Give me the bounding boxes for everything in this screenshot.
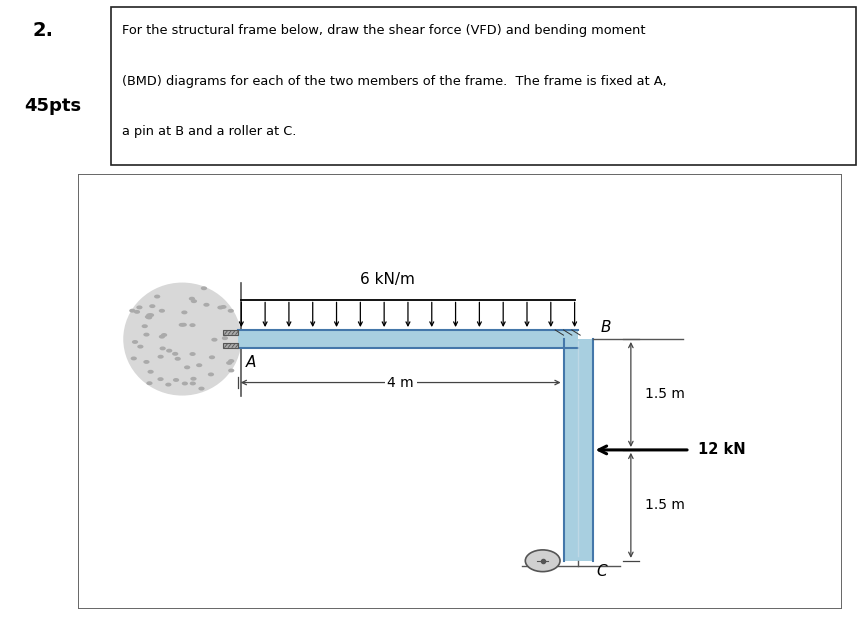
- Circle shape: [157, 355, 164, 359]
- Circle shape: [181, 310, 187, 314]
- Text: 1.5 m: 1.5 m: [645, 388, 685, 402]
- Circle shape: [154, 294, 161, 299]
- Circle shape: [217, 306, 224, 309]
- Circle shape: [159, 335, 165, 338]
- Circle shape: [196, 363, 202, 367]
- Circle shape: [184, 365, 190, 369]
- Bar: [222, 330, 238, 335]
- Text: For the structural frame below, draw the shear force (VFD) and bending moment: For the structural frame below, draw the…: [122, 24, 645, 37]
- Bar: [111, 7, 856, 165]
- Bar: [238, 330, 578, 348]
- Bar: [222, 343, 238, 348]
- Circle shape: [220, 305, 227, 309]
- Circle shape: [190, 377, 197, 381]
- Circle shape: [228, 368, 234, 373]
- Circle shape: [165, 383, 172, 386]
- Circle shape: [146, 315, 152, 319]
- Circle shape: [189, 323, 195, 327]
- Text: 4 m: 4 m: [387, 376, 414, 389]
- Circle shape: [132, 340, 138, 344]
- Ellipse shape: [123, 283, 241, 396]
- Text: 12 kN: 12 kN: [698, 442, 746, 458]
- Circle shape: [157, 377, 164, 381]
- Circle shape: [201, 286, 207, 290]
- Text: (BMD) diagrams for each of the two members of the frame.  The frame is fixed at : (BMD) diagrams for each of the two membe…: [122, 75, 666, 88]
- Circle shape: [181, 381, 188, 386]
- Text: a pin at B and a roller at C.: a pin at B and a roller at C.: [122, 125, 296, 138]
- Circle shape: [149, 304, 155, 308]
- Circle shape: [227, 309, 233, 313]
- Circle shape: [211, 338, 218, 342]
- Circle shape: [129, 309, 135, 312]
- Circle shape: [148, 313, 155, 317]
- Circle shape: [173, 378, 179, 382]
- Text: 1.5 m: 1.5 m: [645, 498, 685, 512]
- Circle shape: [525, 550, 560, 571]
- Circle shape: [209, 355, 215, 360]
- Circle shape: [136, 306, 142, 309]
- Circle shape: [134, 310, 140, 314]
- Circle shape: [143, 360, 149, 364]
- Circle shape: [172, 352, 178, 356]
- Circle shape: [199, 387, 205, 391]
- Text: 6 kN/m: 6 kN/m: [359, 273, 415, 288]
- Circle shape: [159, 309, 165, 313]
- Circle shape: [161, 333, 168, 337]
- Circle shape: [226, 331, 232, 335]
- Circle shape: [160, 347, 166, 350]
- Text: 45pts: 45pts: [24, 97, 82, 116]
- Circle shape: [147, 381, 153, 385]
- Circle shape: [203, 303, 209, 307]
- Text: A: A: [247, 355, 257, 369]
- Circle shape: [207, 373, 214, 376]
- Circle shape: [191, 299, 197, 303]
- Circle shape: [189, 352, 195, 356]
- Circle shape: [226, 361, 233, 365]
- Circle shape: [181, 323, 187, 327]
- Circle shape: [166, 349, 173, 353]
- Text: 2.: 2.: [33, 21, 54, 40]
- Circle shape: [143, 333, 149, 337]
- Circle shape: [131, 356, 137, 360]
- Circle shape: [228, 359, 234, 363]
- Circle shape: [190, 381, 196, 386]
- Circle shape: [146, 313, 153, 317]
- Circle shape: [148, 370, 154, 374]
- Circle shape: [145, 315, 151, 319]
- Circle shape: [174, 357, 181, 361]
- Text: B: B: [601, 320, 611, 335]
- Circle shape: [137, 345, 143, 348]
- Text: C: C: [597, 564, 608, 579]
- Bar: [563, 339, 593, 561]
- Circle shape: [179, 323, 185, 327]
- Circle shape: [141, 324, 148, 328]
- Circle shape: [222, 336, 228, 340]
- Circle shape: [188, 297, 195, 301]
